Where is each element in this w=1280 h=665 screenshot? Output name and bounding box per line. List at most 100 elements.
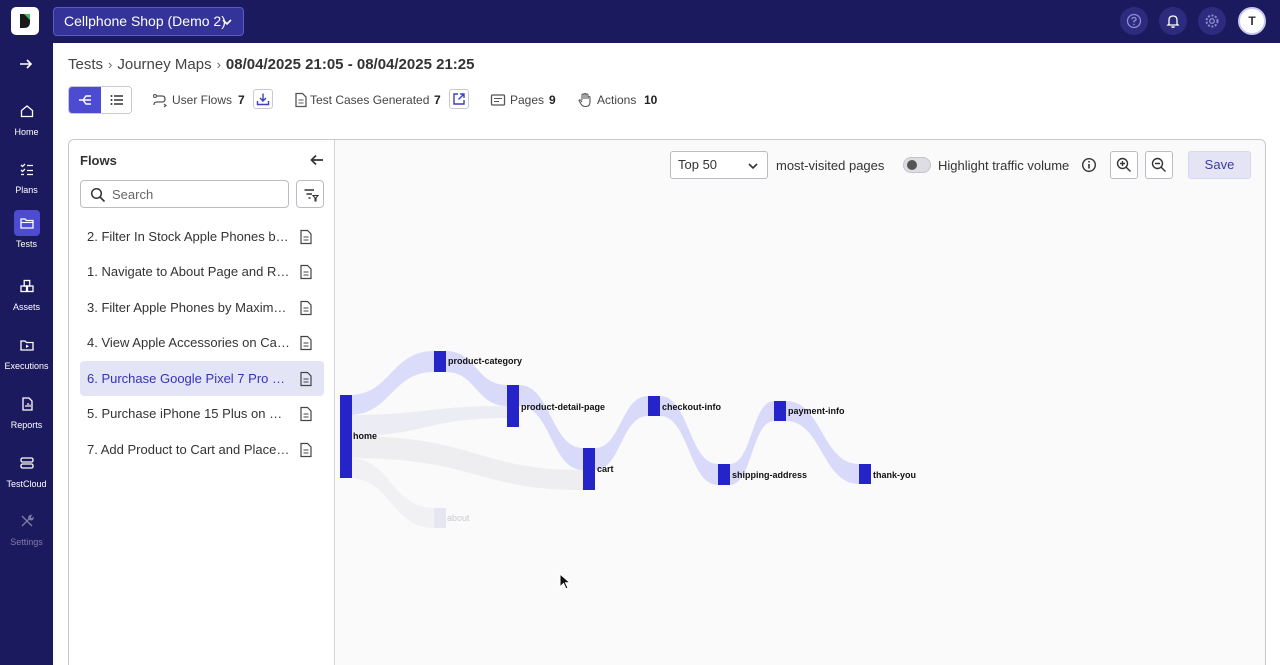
- notifications-button[interactable]: [1159, 7, 1187, 35]
- chevron-down-icon: [748, 163, 758, 170]
- nav-label-home: Home: [14, 127, 39, 137]
- node-thank-you[interactable]: [859, 464, 871, 484]
- node-shipping-address[interactable]: [718, 464, 730, 485]
- document-icon[interactable]: [299, 335, 313, 351]
- list-icon: [110, 95, 123, 105]
- document-icon[interactable]: [299, 229, 313, 245]
- external-link-icon: [453, 93, 465, 105]
- node-label-cart: cart: [597, 464, 614, 474]
- zoom-in-icon: [1116, 157, 1131, 172]
- nav-item-settings[interactable]: Settings: [0, 508, 53, 560]
- flow-item-label: 6. Purchase Google Pixel 7 Pro with Card: [87, 371, 290, 386]
- user-flows-icon: [152, 93, 167, 108]
- journey-links: [349, 351, 859, 528]
- document-icon[interactable]: [299, 406, 313, 422]
- most-visited-label: most-visited pages: [776, 158, 885, 173]
- user-avatar[interactable]: T: [1238, 7, 1266, 35]
- breadcrumb-tests[interactable]: Tests: [68, 55, 104, 73]
- link-checkout-shipping: [660, 396, 718, 485]
- node-label-home: home: [353, 431, 377, 441]
- nav-label-plans: Plans: [15, 185, 38, 195]
- mouse-cursor-icon: [559, 573, 571, 590]
- search-input[interactable]: [112, 186, 282, 203]
- nav-item-executions[interactable]: Executions: [0, 332, 53, 384]
- flow-item-label: 4. View Apple Accessories on Category Pa…: [87, 335, 290, 350]
- arrow-left-icon[interactable]: [309, 152, 325, 168]
- app-logo[interactable]: [11, 7, 39, 35]
- breadcrumb: Tests › Journey Maps › 08/04/2025 21:05 - 08…: [68, 55, 474, 73]
- journey-map-frame: Flows 2. Filter In Stock Apple Phones by…: [68, 139, 1266, 665]
- filter-icon: [304, 189, 319, 202]
- flow-item[interactable]: 3. Filter Apple Phones by Maximum Price: [80, 290, 324, 325]
- user-flows-count: 7: [238, 93, 245, 107]
- zoom-in-button[interactable]: [1110, 151, 1138, 179]
- folder-icon: [20, 218, 34, 229]
- nav-label-assets: Assets: [12, 302, 40, 312]
- node-checkout-info[interactable]: [648, 396, 660, 416]
- help-button[interactable]: [1120, 7, 1148, 35]
- zoom-out-icon: [1151, 157, 1166, 172]
- node-label-thank-you: thank-you: [873, 470, 916, 480]
- settings-button[interactable]: [1198, 7, 1226, 35]
- top-bar: Cellphone Shop (Demo 2) T: [0, 0, 1280, 43]
- flow-item-label: 2. Filter In Stock Apple Phones by Price: [87, 229, 290, 244]
- flow-item[interactable]: 2. Filter In Stock Apple Phones by Price: [80, 219, 324, 254]
- link-home-cart: [349, 436, 583, 490]
- gear-icon: [1205, 14, 1219, 28]
- nav-item-assets[interactable]: Assets: [0, 273, 53, 325]
- flow-item-selected[interactable]: 6. Purchase Google Pixel 7 Pro with Card: [80, 361, 324, 396]
- nav-item-tests[interactable]: Tests: [0, 210, 53, 262]
- nav-item-reports[interactable]: Reports: [0, 391, 53, 443]
- actions-count: 10: [644, 93, 658, 107]
- breadcrumb-journey-maps[interactable]: Journey Maps: [117, 55, 212, 73]
- filter-button[interactable]: [296, 180, 324, 208]
- link-home-product-detail: [349, 406, 507, 436]
- journey-canvas[interactable]: Top 50 most-visited pages Highlight traf…: [336, 140, 1265, 665]
- flow-tree-icon: [79, 95, 91, 105]
- node-about[interactable]: [434, 508, 446, 528]
- help-icon: [1126, 13, 1142, 29]
- nav-label-settings: Settings: [10, 537, 43, 547]
- document-icon[interactable]: [299, 300, 313, 316]
- flows-title: Flows: [80, 153, 117, 168]
- nav-item-home[interactable]: Home: [0, 98, 53, 150]
- flow-item-label: 1. Navigate to About Page and Read Info: [87, 264, 290, 279]
- link-home-product-category: [349, 351, 434, 415]
- expand-nav-icon[interactable]: [18, 56, 34, 72]
- top-n-select[interactable]: Top 50: [670, 151, 768, 179]
- test-cases-count: 7: [434, 93, 441, 107]
- node-payment-info[interactable]: [774, 401, 786, 421]
- project-selector[interactable]: Cellphone Shop (Demo 2): [53, 7, 244, 36]
- nav-item-plans[interactable]: Plans: [0, 156, 53, 208]
- side-nav: Home Plans Tests Assets Executions Repor…: [0, 43, 53, 665]
- list-view-button[interactable]: [101, 87, 131, 113]
- save-button[interactable]: Save: [1188, 151, 1251, 179]
- zoom-out-button[interactable]: [1145, 151, 1173, 179]
- node-home[interactable]: [340, 395, 352, 478]
- view-toggle: [68, 86, 132, 114]
- project-name: Cellphone Shop (Demo 2): [64, 13, 226, 29]
- open-test-cases-button[interactable]: [449, 89, 469, 109]
- boxes-icon: [20, 279, 34, 293]
- document-icon[interactable]: [299, 442, 313, 458]
- node-cart[interactable]: [583, 448, 595, 490]
- flow-item[interactable]: 1. Navigate to About Page and Read Info: [80, 254, 324, 289]
- flow-item[interactable]: 7. Add Product to Cart and Place Order: [80, 432, 324, 467]
- top-n-value: Top 50: [678, 157, 718, 172]
- flow-item[interactable]: 4. View Apple Accessories on Category Pa…: [80, 325, 324, 360]
- node-product-category[interactable]: [434, 351, 446, 372]
- document-icon[interactable]: [299, 264, 313, 280]
- pages-label: Pages: [510, 93, 545, 107]
- document-icon[interactable]: [299, 371, 313, 387]
- info-icon[interactable]: [1081, 157, 1097, 173]
- flow-item[interactable]: 5. Purchase iPhone 15 Plus on Checkout: [80, 396, 324, 431]
- nav-item-testcloud[interactable]: TestCloud: [0, 450, 53, 502]
- flow-item-label: 7. Add Product to Cart and Place Order: [87, 442, 290, 457]
- pages-icon: [490, 94, 506, 106]
- download-flows-button[interactable]: [253, 89, 273, 109]
- highlight-traffic-toggle[interactable]: [903, 157, 931, 173]
- home-icon: [20, 105, 34, 118]
- node-product-detail-page[interactable]: [507, 385, 519, 427]
- journey-view-button[interactable]: [69, 87, 101, 113]
- link-payment-thank-you: [786, 401, 859, 484]
